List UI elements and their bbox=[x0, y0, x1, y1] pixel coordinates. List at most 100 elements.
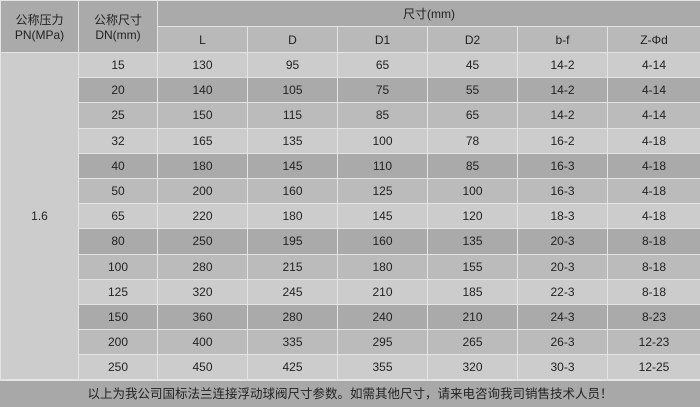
cell-d: 105 bbox=[248, 78, 338, 103]
cell-zd: 12-25 bbox=[608, 355, 700, 380]
cell-d: 115 bbox=[248, 103, 338, 128]
cell-bf: 14-2 bbox=[518, 103, 608, 128]
cell-d: 425 bbox=[248, 355, 338, 380]
cell-bf: 24-3 bbox=[518, 304, 608, 329]
pressure-value-cell: 1.6 bbox=[1, 53, 79, 380]
cell-d2: 78 bbox=[428, 128, 518, 153]
cell-d1: 240 bbox=[338, 304, 428, 329]
cell-l: 450 bbox=[158, 355, 248, 380]
cell-bf: 14-2 bbox=[518, 78, 608, 103]
cell-bf: 26-3 bbox=[518, 330, 608, 355]
cell-zd: 4-14 bbox=[608, 78, 700, 103]
cell-d: 335 bbox=[248, 330, 338, 355]
col-header-d2: D2 bbox=[428, 27, 518, 53]
cell-l: 200 bbox=[158, 178, 248, 203]
cell-zd: 4-14 bbox=[608, 53, 700, 78]
cell-l: 130 bbox=[158, 53, 248, 78]
cell-d2: 210 bbox=[428, 304, 518, 329]
cell-zd: 4-18 bbox=[608, 153, 700, 178]
cell-zd: 12-23 bbox=[608, 330, 700, 355]
cell-dn: 150 bbox=[79, 304, 158, 329]
cell-zd: 8-18 bbox=[608, 229, 700, 254]
cell-d2: 320 bbox=[428, 355, 518, 380]
cell-d2: 85 bbox=[428, 153, 518, 178]
cell-d: 245 bbox=[248, 279, 338, 304]
cell-d: 180 bbox=[248, 204, 338, 229]
cell-bf: 16-3 bbox=[518, 178, 608, 203]
cell-d1: 100 bbox=[338, 128, 428, 153]
cell-dn: 15 bbox=[79, 53, 158, 78]
cell-bf: 16-3 bbox=[518, 153, 608, 178]
dimensions-header: 尺寸(mm) bbox=[158, 1, 700, 27]
col-header-d1: D1 bbox=[338, 27, 428, 53]
cell-bf: 20-3 bbox=[518, 254, 608, 279]
cell-l: 280 bbox=[158, 254, 248, 279]
cell-bf: 16-2 bbox=[518, 128, 608, 153]
pressure-header-label: 公称压力 bbox=[1, 11, 78, 28]
cell-d1: 355 bbox=[338, 355, 428, 380]
cell-d1: 145 bbox=[338, 204, 428, 229]
cell-d: 135 bbox=[248, 128, 338, 153]
cell-dn: 125 bbox=[79, 279, 158, 304]
cell-d2: 45 bbox=[428, 53, 518, 78]
col-header-l: L bbox=[158, 27, 248, 53]
cell-d1: 180 bbox=[338, 254, 428, 279]
cell-l: 400 bbox=[158, 330, 248, 355]
cell-d2: 135 bbox=[428, 229, 518, 254]
cell-d1: 85 bbox=[338, 103, 428, 128]
cell-zd: 4-18 bbox=[608, 178, 700, 203]
cell-d: 160 bbox=[248, 178, 338, 203]
cell-d2: 55 bbox=[428, 78, 518, 103]
cell-zd: 4-14 bbox=[608, 103, 700, 128]
cell-zd: 4-18 bbox=[608, 128, 700, 153]
cell-bf: 18-3 bbox=[518, 204, 608, 229]
cell-zd: 4-18 bbox=[608, 204, 700, 229]
cell-l: 180 bbox=[158, 153, 248, 178]
cell-d1: 75 bbox=[338, 78, 428, 103]
cell-zd: 8-18 bbox=[608, 254, 700, 279]
pressure-header-unit: PN(MPa) bbox=[1, 28, 78, 42]
cell-bf: 20-3 bbox=[518, 229, 608, 254]
cell-d2: 120 bbox=[428, 204, 518, 229]
size-header-label: 公称尺寸 bbox=[79, 11, 157, 28]
cell-dn: 200 bbox=[79, 330, 158, 355]
size-header-unit: DN(mm) bbox=[79, 28, 157, 42]
cell-d2: 265 bbox=[428, 330, 518, 355]
cell-d: 195 bbox=[248, 229, 338, 254]
cell-zd: 8-23 bbox=[608, 304, 700, 329]
cell-bf: 14-2 bbox=[518, 53, 608, 78]
cell-d1: 295 bbox=[338, 330, 428, 355]
cell-bf: 22-3 bbox=[518, 279, 608, 304]
cell-d1: 110 bbox=[338, 153, 428, 178]
cell-l: 140 bbox=[158, 78, 248, 103]
cell-dn: 50 bbox=[79, 178, 158, 203]
cell-d2: 185 bbox=[428, 279, 518, 304]
cell-d1: 210 bbox=[338, 279, 428, 304]
cell-d: 145 bbox=[248, 153, 338, 178]
cell-d2: 155 bbox=[428, 254, 518, 279]
cell-bf: 30-3 bbox=[518, 355, 608, 380]
cell-dn: 250 bbox=[79, 355, 158, 380]
cell-d: 95 bbox=[248, 53, 338, 78]
cell-l: 320 bbox=[158, 279, 248, 304]
cell-l: 250 bbox=[158, 229, 248, 254]
col-header-d: D bbox=[248, 27, 338, 53]
cell-d: 215 bbox=[248, 254, 338, 279]
cell-l: 360 bbox=[158, 304, 248, 329]
cell-d1: 65 bbox=[338, 53, 428, 78]
cell-l: 165 bbox=[158, 128, 248, 153]
